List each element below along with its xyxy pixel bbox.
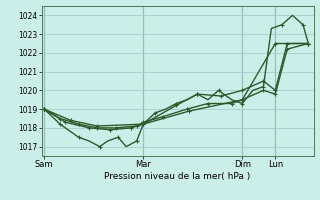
X-axis label: Pression niveau de la mer( hPa ): Pression niveau de la mer( hPa ) — [104, 172, 251, 181]
